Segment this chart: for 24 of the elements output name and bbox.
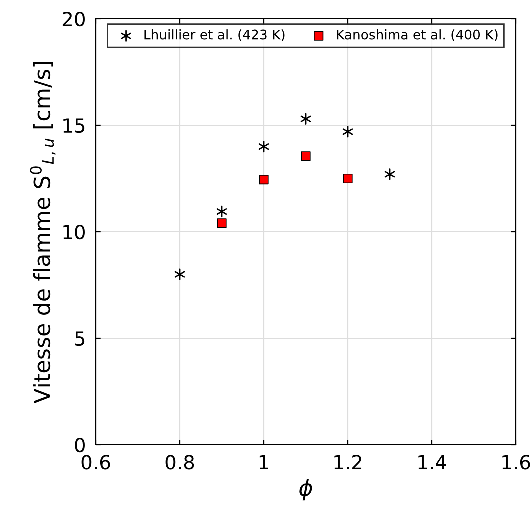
y-tick-label: 0 bbox=[75, 438, 85, 453]
x-tick-label: 1.6 bbox=[502, 455, 530, 470]
point bbox=[216, 206, 228, 218]
x-tick-label: 0.8 bbox=[166, 455, 194, 470]
point bbox=[258, 140, 270, 153]
point bbox=[174, 268, 186, 280]
point bbox=[342, 126, 354, 138]
point bbox=[343, 174, 353, 184]
y-tick-label: 5 bbox=[75, 332, 85, 346]
y-axis-title: Vitesse de flamme S$^{0}$$_{L,u}$ [cm/s] bbox=[30, 62, 56, 404]
point bbox=[217, 218, 227, 228]
y-tick-label: 20 bbox=[62, 12, 85, 27]
legend-label: Lhuillier et al. (423 K) bbox=[144, 30, 285, 42]
y-tick-label: 15 bbox=[64, 118, 85, 134]
x-tick-label: 0.6 bbox=[82, 455, 110, 470]
point bbox=[259, 175, 269, 185]
x-tick-label: 1.2 bbox=[334, 455, 362, 470]
legend-label: Kanoshima et al. (400 K) bbox=[337, 30, 498, 42]
x-tick-label: 1 bbox=[260, 455, 268, 470]
point bbox=[301, 152, 311, 162]
y-tick-label: 10 bbox=[64, 224, 85, 240]
point bbox=[300, 113, 312, 125]
x-tick-label: 1.4 bbox=[418, 455, 446, 470]
x-axis-title: ϕ bbox=[300, 479, 312, 501]
